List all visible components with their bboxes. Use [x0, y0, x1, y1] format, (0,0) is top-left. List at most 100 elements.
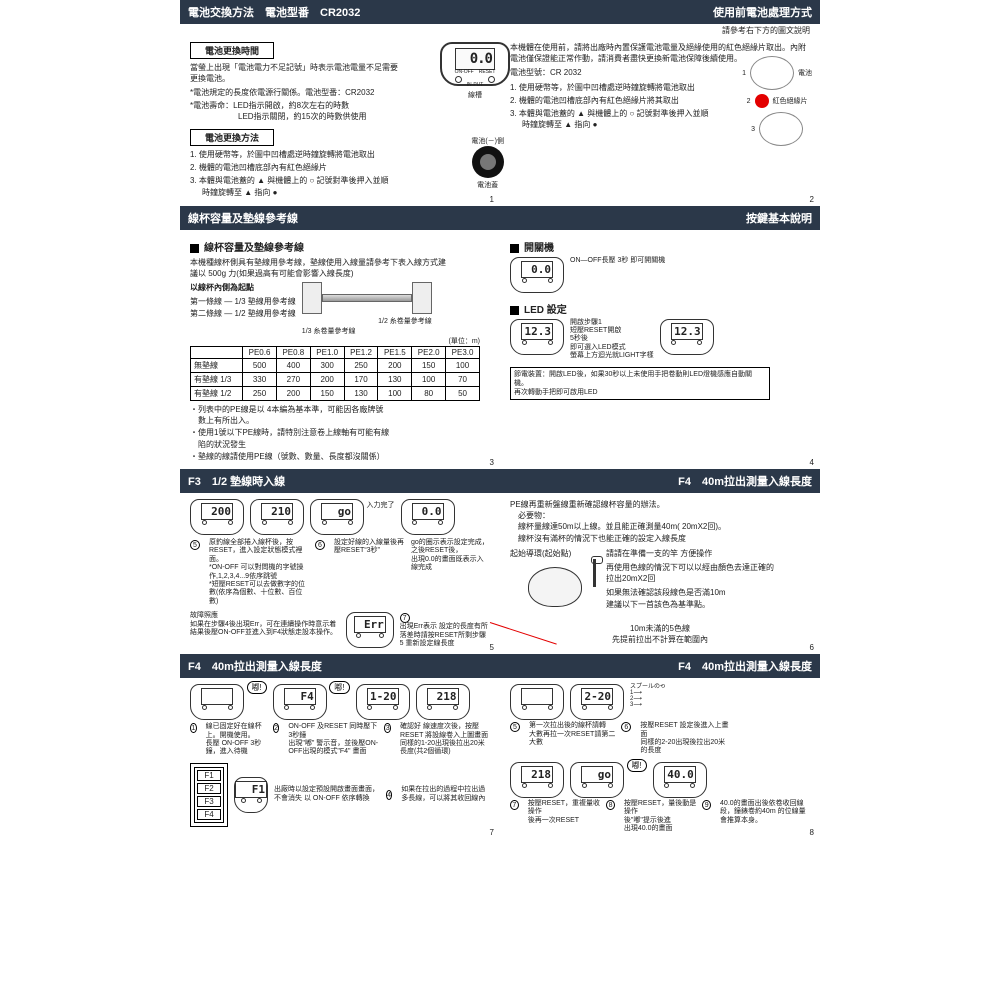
sec1r-p2: 電池型號：CR 2032 [510, 67, 720, 78]
ref-12: 1/2 糸卷量參考線 [302, 316, 432, 326]
sec2-left: 線杯容量及墊線參考線 本機種線杯側具有墊線用參考線，墊線使用入線量請參考下表入線… [180, 230, 500, 469]
d210: 210 [261, 503, 293, 520]
sec4-left: 嘟! F4 嘟! 1-20 218 1線已固定好在線杯上。開機使用。 長壓 ON… [180, 678, 500, 839]
display-value: 0.0 [455, 48, 495, 70]
sec1-right: 本機體在使用前，請將出廠時內置保護電池電量及絕緣使用的紅色絕緣片取出。內附電池僅… [500, 36, 820, 206]
sec2-pivot: 以線杯內側為起點 [190, 282, 296, 293]
f4r-dev3: 218 [510, 762, 564, 798]
device-onoff: 0.0 [510, 257, 564, 293]
sec4-right-title: F4 40m拉出測量入線長度 [678, 658, 812, 674]
f4l-dev1 [190, 684, 244, 720]
f4r-dev2: 2-20 [570, 684, 624, 720]
f4l-s2: ON-OFF 及RESET 同時壓下 3秒鐘 出現"嘟" 警示音，並後壓ON-O… [288, 723, 378, 757]
f-mode-table: F1 F2 F3 F4 [194, 767, 224, 823]
f4l-s4: 如果在拉出的過程中拉出過多長線，可以將其收回線內 [401, 786, 490, 803]
f4r-s1: 請請在準備一支的竿 方便操作 [606, 548, 776, 559]
f3-s2: 設定好線的入線量後再壓RESET“3秒” [334, 539, 405, 556]
pagenum-7: 7 [490, 828, 494, 837]
f4l-dev2: F4 [273, 684, 327, 720]
f4r-s5: 第一次拉出後的線杯請轉 大數再拉一次RESET請第二 大數 [529, 722, 615, 747]
sec2r-sub1: 開關機 [524, 243, 554, 254]
sec3-right-title: F4 40m拉出測量入線長度 [678, 473, 812, 489]
f4l-dev-f1: F1 [234, 777, 268, 813]
top-note: 請參考右下方的圖文說明 [180, 24, 820, 36]
d220: 2-20 [581, 688, 613, 705]
pagenum-5: 5 [490, 643, 494, 652]
red-insulator-icon [755, 94, 769, 108]
sec1r-li3: 3. 本體與電池蓋的 ▲ 與機體上的 ○ 記號對準後押入並順時鐘旋轉至 ▲ 指向… [510, 108, 710, 130]
reel-diagram-1 [750, 56, 794, 90]
d00: 0.0 [412, 503, 444, 520]
pagenum-1: 1 [490, 195, 494, 204]
box-title-battery-timing: 電池更換時間 [190, 42, 274, 59]
F4: F4 [197, 809, 221, 820]
pagenum-6: 6 [810, 643, 814, 652]
f4l-dev4: 218 [416, 684, 470, 720]
sec2-sub1: 線杯容量及墊線參考線 [204, 243, 304, 254]
ref-13: 1/3 糸卷量參考線 [302, 326, 432, 336]
f4r-dev-go: go [570, 762, 624, 798]
f4r-p1: PE線再重新盤線重新確認線杯容量的辦法。 必要物： 線杯量線達50m以上線。並且… [510, 499, 810, 544]
reel-illustration [510, 559, 600, 617]
f4r-s2: 再使用色線的情況下可以以經由顏色去達正確的拉出20mX2回 [606, 562, 776, 584]
sec2r-sub2: LED 設定 [524, 305, 567, 316]
line-capacity-table: PE0.6PE0.8PE1.0PE1.2PE1.5PE2.0PE3.0 無墊線5… [190, 346, 480, 401]
f4r-dev-400: 40.0 [653, 762, 707, 798]
sec1-bul2: *電池壽命：LED指示開啟，約8次左右的時數 LED指示關閉，約15次的時數供使… [190, 100, 390, 122]
f4r-s7: 按壓RESET，重複量收操作 後再一次RESET [528, 800, 600, 825]
pagenum-2: 2 [810, 195, 814, 204]
section2-header: 線杯容量及墊線參考線 按鍵基本說明 [180, 206, 820, 230]
sec2-right: 開關機 0.0 ON—OFF長壓 3秒 即可開關機 LED 設定 12.3 開啟… [500, 230, 820, 469]
sec2-left-title: 線杯容量及墊線參考線 [188, 210, 298, 226]
f3-s7: 出現Err表示 設定的長度有所落差時請按RESET所剩步驟 5 重新設定線長度 [400, 623, 490, 648]
sec1r-li1: 1. 使用硬幣等，於圖中凹槽處逆時鐘旋轉將電池取出 [510, 82, 710, 93]
F2: F2 [197, 783, 221, 794]
red-insulator-label: 紅色絕緣片 [773, 96, 808, 106]
sec4-left-title: F4 40m拉出測量入線長度 [188, 658, 322, 674]
device-led-a: 12.3 [510, 319, 564, 355]
F3: F3 [197, 796, 221, 807]
bubble2: 嘟! [329, 681, 349, 694]
onoff-caption: ON—OFF長壓 3秒 即可開關機 [570, 257, 665, 265]
sec1-li1: 1. 使用硬幣等，於圖中凹槽處逆時鐘旋轉將電池取出 [190, 149, 390, 160]
derr: Err [354, 616, 386, 633]
sec1-right-title: 使用前電池處理方式 [713, 4, 812, 20]
sec1r-li2: 2. 機體的電池凹槽底部內有紅色絕緣片將其取出 [510, 95, 710, 106]
bubble1: 嘟! [247, 681, 267, 694]
sec4-right: 2-20 スプールの⟲1⟶2⟶3⟶ 5第一次拉出後的線杯請轉 大數再拉一次RES… [500, 678, 820, 839]
d400: 40.0 [664, 766, 696, 783]
d120: 1-20 [367, 688, 399, 705]
sec2-l1: 第一條線 — 1/3 墊線用參考線 [190, 296, 296, 307]
d218: 218 [427, 688, 459, 705]
sec2-foot2: ・使用1號以下PE線時，請特別注意卷上線軸有可能有線陷的狀況發生 [190, 427, 390, 449]
dF1: F1 [235, 781, 267, 798]
sec2-l2: 第二條線 — 1/2 墊線用參考線 [190, 308, 296, 319]
f4l-s3: 確認好 線速度次後，按壓RESET 將設線卷入上圖畫面 同樣的1-20出現後拉出… [400, 723, 490, 757]
pagenum-3: 3 [490, 458, 494, 467]
battery-cap-icon [472, 146, 504, 178]
f3-dev-210: 210 [250, 499, 304, 535]
section1-header: 電池交換方法 電池型番 CR2032 使用前電池處理方式 [180, 0, 820, 24]
d123a: 12.3 [521, 323, 553, 340]
f3-dev-err: Err [346, 612, 394, 648]
sec1-bul1: *電池規定的長度依電源行關係。電池型番：CR2032 [190, 87, 390, 98]
sec1-li2: 2. 機體的電池凹槽底部內有紅色絕緣片 [190, 162, 390, 173]
d200: 200 [201, 503, 233, 520]
led-note: 節電裝置：開啟LED後，如果30秒以上未使用手把卷動則LED燈機感應自動關機。 … [510, 367, 770, 400]
box-title-battery-method: 電池更換方法 [190, 129, 274, 146]
f4r-s6: 按壓RESET 設定後進入上畫面 同樣的2-20出現後拉出20米的長度 [640, 722, 730, 756]
d123b: 12.3 [671, 323, 703, 340]
d0: 0.0 [521, 261, 553, 278]
led-caption1: 開啟步驟1 短壓RESET開啟 5秒後 即可選入LED模式 螢幕上方迴光就LIG… [570, 319, 654, 361]
dgo2: go [581, 766, 613, 783]
sec2-right-title: 按鍵基本說明 [746, 210, 812, 226]
bubble3: 嘟! [627, 759, 647, 772]
unit: (單位：m) [190, 336, 480, 346]
sec2-p1: 本機種線杯側具有墊線用參考線，墊線使用入線量請參考下表入線方式建議以 500g … [190, 257, 450, 279]
f3-err: 故障照應 如果在步驟4後出現Err，可在連續操作時意示着結果後壓ON-OFF並進… [190, 612, 340, 637]
device-led-b: 12.3 [660, 319, 714, 355]
onoff-label: ON-OFF [455, 69, 474, 75]
spool-diagram [302, 282, 432, 314]
ft-caption: 出廠時以設定預設開啟畫面畫面，不會消失 以 ON-OFF 依序轉換 [274, 786, 380, 803]
d218b: 218 [521, 766, 553, 783]
